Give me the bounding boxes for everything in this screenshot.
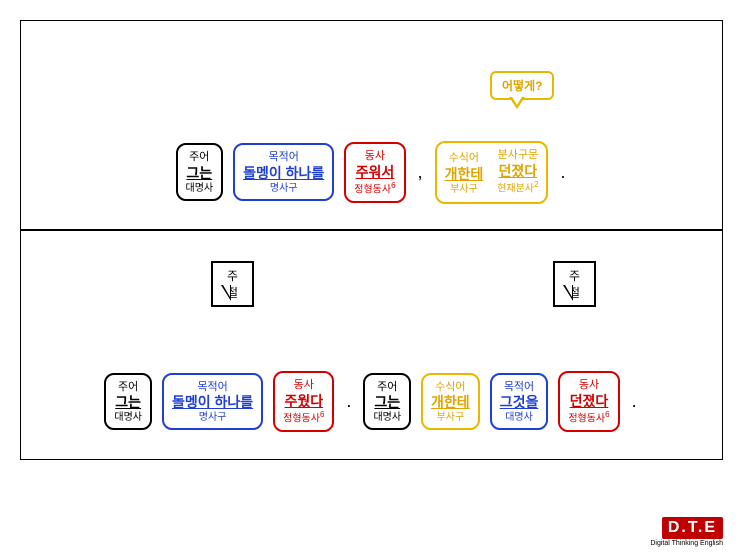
box-label: 동사 [568,379,609,393]
box-main: 주웠다 [283,393,324,411]
clause-label-text: 주절 [211,261,254,307]
top-panel: 어떻게? 주어그는대명사목적어돌멩이 하나를명사구동사주워서정형동사6,수식어개… [20,20,723,230]
punct: . [344,391,353,412]
box-sub: 대명사 [114,412,142,425]
box-label: 동사 [283,379,324,393]
box-label: 목적어 [172,381,253,395]
box-label: 주어 [373,381,401,395]
box-label: 주어 [186,151,214,165]
box-main: 그것을 [500,394,539,412]
box-main: 개한테 [445,166,484,184]
brand-logo: D.T.E Digital Thinking English [650,517,723,547]
box-label: 목적어 [243,151,324,165]
box-sub: 부사구 [445,184,484,197]
grammar-box: 목적어돌멩이 하나를명사구 [233,143,334,201]
box-cell: 수식어개한테부사구 [445,152,484,196]
logo-subtitle: Digital Thinking English [650,540,723,547]
box-main: 돌멩이 하나를 [243,165,324,183]
callout-text: 어떻게? [502,79,542,93]
bottom-panel: 주절주절 주어그는대명사목적어돌멩이 하나를명사구동사주웠다정형동사6.주어그는… [20,230,723,460]
box-label: 수식어 [431,381,470,395]
box-sub: 부사구 [431,412,470,425]
box-main: 그는 [373,394,401,412]
box-main: 개한테 [431,394,470,412]
box-label: 분사구문 [497,149,538,163]
grammar-box: 주어그는대명사 [176,143,224,201]
box-sub: 명사구 [243,183,324,196]
box-main: 그는 [186,165,214,183]
box-sub: 정형동사6 [283,410,324,426]
grammar-box: 목적어그것을대명사 [490,373,549,431]
box-sub: 명사구 [172,412,253,425]
box-sub: 정형동사6 [568,410,609,426]
punct: . [630,391,639,412]
grammar-box: 수식어개한테부사구 [421,373,480,431]
box-main: 그는 [114,394,142,412]
box-sub: 대명사 [500,412,539,425]
punct: . [558,162,567,183]
box-main: 던졌다 [568,393,609,411]
grammar-box: 주어그는대명사 [104,373,152,431]
grammar-box: 주어그는대명사 [363,373,411,431]
box-sub: 정형동사6 [354,181,395,197]
box-sub: 대명사 [373,412,401,425]
box-sub: 대명사 [186,183,214,196]
box-label: 수식어 [445,152,484,166]
top-row: 주어그는대명사목적어돌멩이 하나를명사구동사주워서정형동사6,수식어개한테부사구… [21,141,722,204]
box-label: 목적어 [500,381,539,395]
grammar-box: 동사주웠다정형동사6 [273,371,334,432]
box-main: 돌멩이 하나를 [172,394,253,412]
box-label: 주어 [114,381,142,395]
grammar-box: 목적어돌멩이 하나를명사구 [162,373,263,431]
punct: , [416,162,425,183]
clause-label-text: 주절 [553,261,596,307]
box-label: 동사 [354,150,395,164]
bubble-tail-fill-icon [565,285,572,297]
bottom-row: 주어그는대명사목적어돌멩이 하나를명사구동사주웠다정형동사6.주어그는대명사수식… [21,371,722,432]
box-main: 주워서 [354,164,395,182]
box-sub: 현재분사2 [497,180,538,196]
logo-text: D.T.E [662,517,723,539]
bubble-tail-fill-icon [223,285,230,297]
grammar-box: 수식어개한테부사구 분사구문던졌다현재분사2 [435,141,549,204]
callout-tail-fill-icon [511,95,523,105]
box-main: 던졌다 [497,163,538,181]
grammar-box: 동사던졌다정형동사6 [558,371,619,432]
grammar-box: 동사주워서정형동사6 [344,142,405,203]
box-cell: 분사구문던졌다현재분사2 [497,149,538,196]
